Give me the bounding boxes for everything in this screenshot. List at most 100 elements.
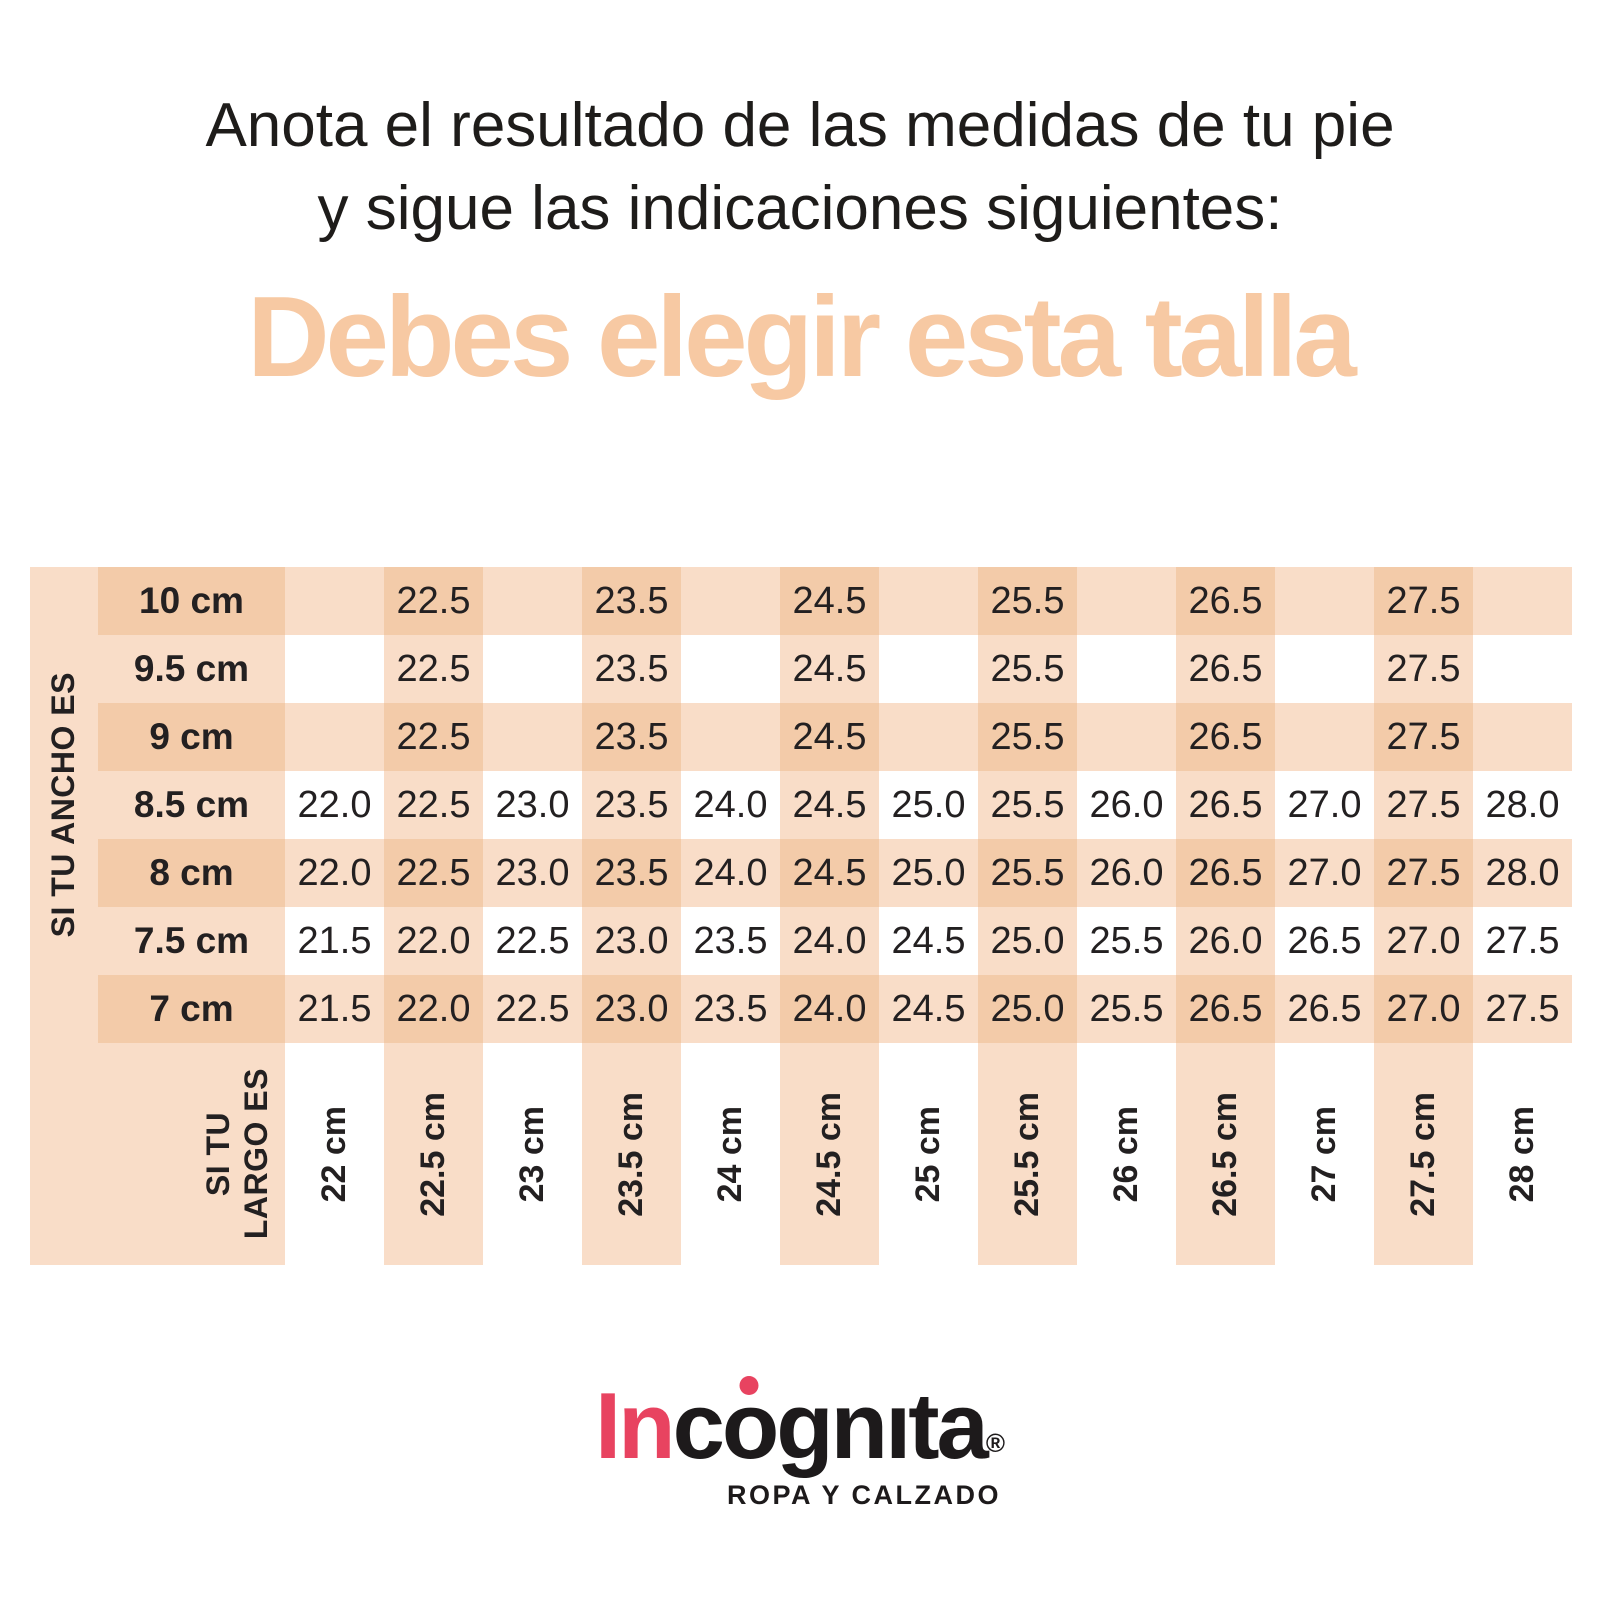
logo-registered-mark: ® — [985, 1428, 1005, 1458]
col-header-label: 25 cm — [909, 1105, 947, 1203]
size-cell: 22.5 — [483, 907, 582, 975]
col-header-label: 28 cm — [1503, 1105, 1541, 1203]
size-cell: 27.5 — [1473, 907, 1572, 975]
size-cell: 25.5 — [978, 703, 1077, 771]
size-cell: 27.5 — [1374, 567, 1473, 635]
logo-o-letter: o — [721, 1373, 779, 1478]
col-header: 24.5 cm — [780, 1043, 879, 1265]
size-cell: 22.5 — [483, 975, 582, 1043]
size-cell — [879, 635, 978, 703]
size-cell: 23.5 — [582, 771, 681, 839]
size-cell: 26.0 — [1176, 907, 1275, 975]
size-cell: 24.5 — [780, 771, 879, 839]
size-cell — [285, 567, 384, 635]
col-header: 26 cm — [1077, 1043, 1176, 1265]
size-cell: 26.5 — [1275, 907, 1374, 975]
page-title-line2: y sigue las indicaciones siguientes: — [317, 174, 1283, 244]
row-label: 8 cm — [98, 839, 285, 907]
size-cell — [1473, 703, 1572, 771]
col-header-label: 25.5 cm — [1008, 1091, 1046, 1217]
size-cell — [681, 635, 780, 703]
brand-logo-text: Incognıta® — [595, 1372, 1005, 1480]
size-cell — [285, 703, 384, 771]
size-cell: 27.0 — [1275, 839, 1374, 907]
size-cell: 24.0 — [780, 907, 879, 975]
size-cell: 22.5 — [384, 839, 483, 907]
page-title: Anota el resultado de las medidas de tu … — [0, 84, 1600, 250]
size-cell: 23.0 — [582, 907, 681, 975]
size-cell: 23.5 — [681, 975, 780, 1043]
size-cell: 26.5 — [1176, 703, 1275, 771]
size-cell: 26.0 — [1077, 771, 1176, 839]
size-cell: 26.5 — [1176, 839, 1275, 907]
col-header: 28 cm — [1473, 1043, 1572, 1265]
size-cell: 26.5 — [1176, 975, 1275, 1043]
row-label: 7 cm — [98, 975, 285, 1043]
largo-axis-cell: SI TU LARGO ES — [30, 1043, 285, 1265]
size-cell: 24.5 — [780, 703, 879, 771]
size-cell: 22.5 — [384, 567, 483, 635]
page-title-line1: Anota el resultado de las medidas de tu … — [205, 91, 1395, 160]
size-cell — [1077, 703, 1176, 771]
size-cell: 28.0 — [1473, 771, 1572, 839]
size-cell: 25.5 — [978, 771, 1077, 839]
brand-logo-block: Incognıta® ROPA Y CALZADO — [595, 1372, 1005, 1511]
col-header-label: 26 cm — [1107, 1105, 1145, 1203]
row-label: 9.5 cm — [98, 635, 285, 703]
col-header: 23.5 cm — [582, 1043, 681, 1265]
size-cell — [681, 703, 780, 771]
size-cell: 23.5 — [582, 567, 681, 635]
size-cell — [1077, 567, 1176, 635]
size-cell: 27.5 — [1374, 839, 1473, 907]
size-cell: 27.5 — [1473, 975, 1572, 1043]
subtitle-heading: Debes elegir esta talla — [247, 274, 1357, 401]
col-header: 22.5 cm — [384, 1043, 483, 1265]
size-cell — [879, 703, 978, 771]
size-cell: 22.5 — [384, 771, 483, 839]
size-cell: 22.0 — [285, 839, 384, 907]
col-header: 24 cm — [681, 1043, 780, 1265]
row-label: 10 cm — [98, 567, 285, 635]
size-cell — [1473, 635, 1572, 703]
size-cell: 24.5 — [780, 567, 879, 635]
size-cell: 26.5 — [1176, 635, 1275, 703]
logo-prefix: In — [595, 1373, 676, 1478]
size-cell — [483, 703, 582, 771]
col-header-label: 26.5 cm — [1206, 1091, 1244, 1217]
size-cell: 23.0 — [582, 975, 681, 1043]
size-cell: 22.0 — [285, 771, 384, 839]
row-label: 9 cm — [98, 703, 285, 771]
col-header: 25 cm — [879, 1043, 978, 1265]
size-cell: 24.0 — [681, 839, 780, 907]
ancho-axis-cell: SI TU ANCHO ES — [30, 567, 98, 1043]
col-header: 27.5 cm — [1374, 1043, 1473, 1265]
col-header-label: 23.5 cm — [612, 1091, 650, 1217]
size-cell: 23.5 — [582, 703, 681, 771]
size-cell: 21.5 — [285, 907, 384, 975]
size-cell: 25.0 — [978, 907, 1077, 975]
row-label: 8.5 cm — [98, 771, 285, 839]
ancho-axis-label: SI TU ANCHO ES — [45, 672, 82, 938]
size-cell: 23.5 — [681, 907, 780, 975]
size-cell: 26.5 — [1275, 975, 1374, 1043]
size-cell: 23.0 — [483, 771, 582, 839]
size-cell: 25.5 — [978, 635, 1077, 703]
size-cell: 22.0 — [384, 975, 483, 1043]
size-cell: 22.5 — [384, 635, 483, 703]
size-cell — [1077, 635, 1176, 703]
logo-suffix: gnıta — [776, 1373, 989, 1478]
size-cell: 26.5 — [1176, 567, 1275, 635]
size-table: SI TU ANCHO ES 10 cm 22.5 23.5 24.5 25.5 26.5 2… — [30, 567, 1572, 1265]
logo-accent-o: o — [721, 1372, 779, 1480]
size-cell: 24.0 — [681, 771, 780, 839]
size-cell — [1275, 703, 1374, 771]
size-cell: 24.5 — [780, 635, 879, 703]
col-header: 22 cm — [285, 1043, 384, 1265]
size-cell: 24.0 — [780, 975, 879, 1043]
size-cell: 28.0 — [1473, 839, 1572, 907]
size-cell: 21.5 — [285, 975, 384, 1043]
logo-tagline: ROPA Y CALZADO — [726, 1480, 1001, 1511]
brand-logo: Incognıta® ROPA Y CALZADO — [0, 1372, 1600, 1511]
size-cell: 25.5 — [1077, 907, 1176, 975]
